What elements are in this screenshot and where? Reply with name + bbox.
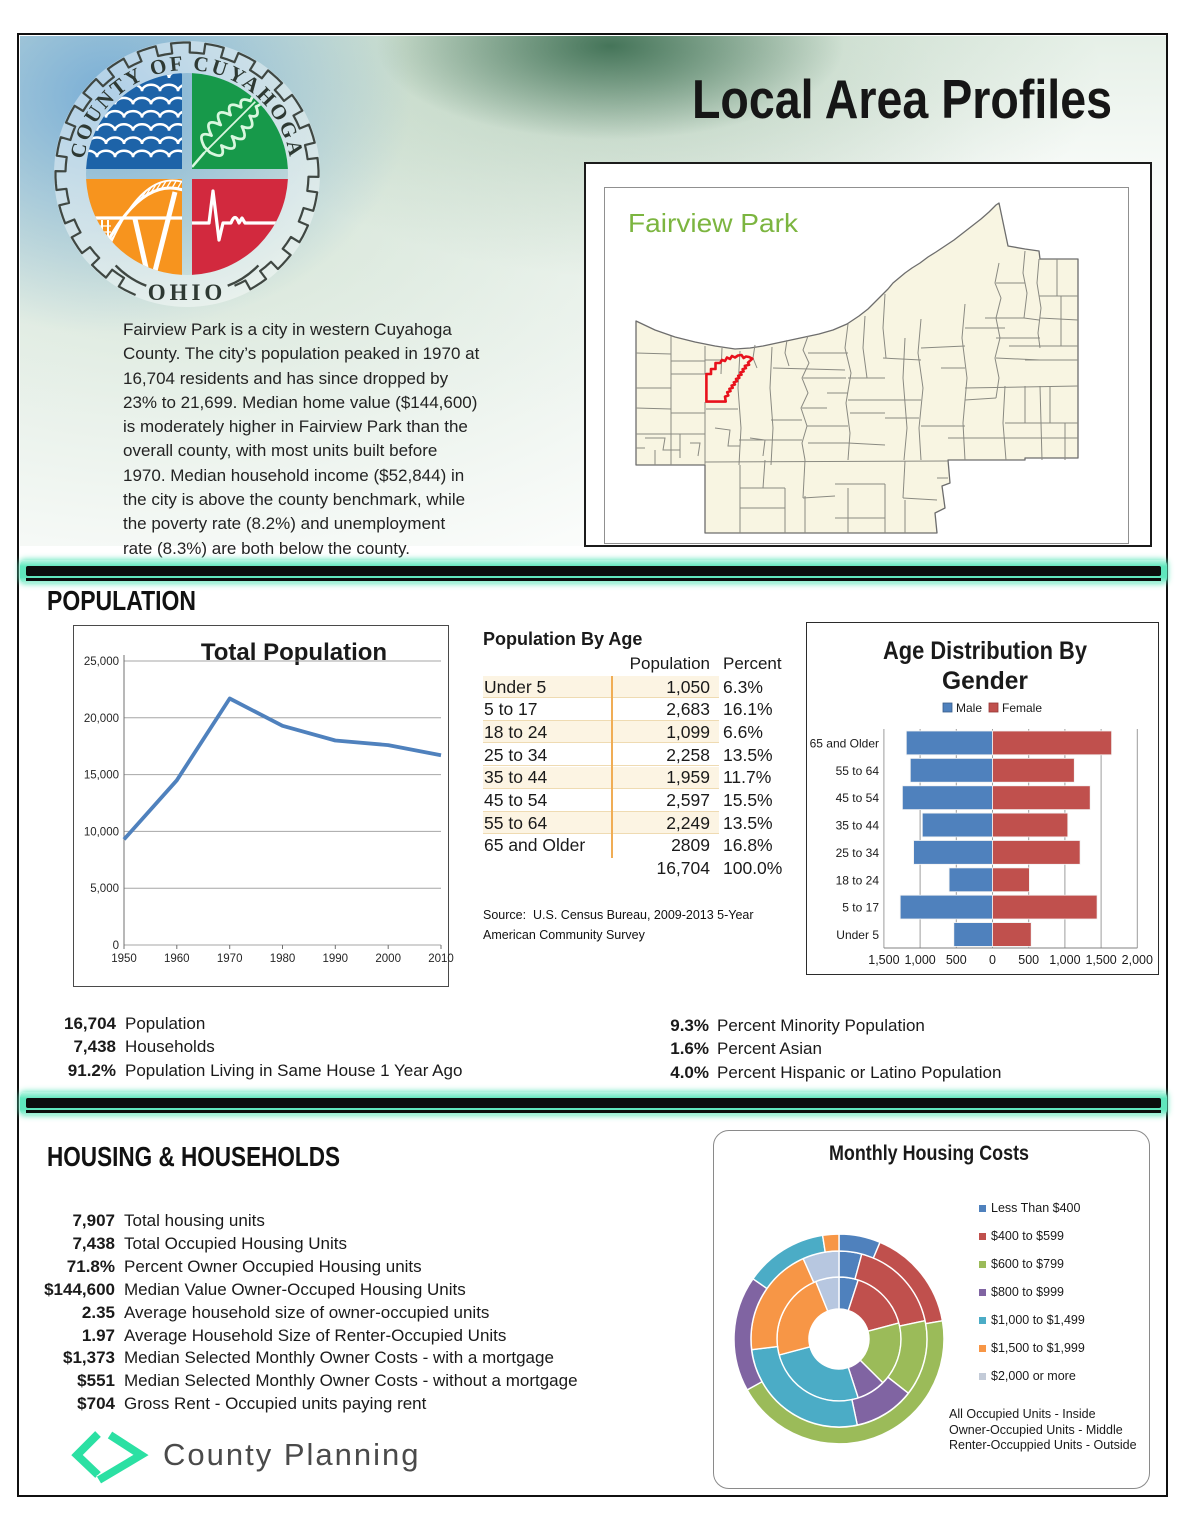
svg-text:5 to 17: 5 to 17 [842, 901, 879, 915]
svg-text:1,000: 1,000 [904, 953, 935, 967]
svg-text:500: 500 [1018, 953, 1039, 967]
svg-text:Fairview Park: Fairview Park [628, 208, 799, 238]
svg-text:Male: Male [956, 701, 982, 715]
svg-text:65 and Older: 65 and Older [810, 736, 879, 750]
svg-text:45 to 54: 45 to 54 [836, 791, 880, 805]
svg-text:25 to 34: 25 to 34 [836, 846, 880, 860]
svg-text:500: 500 [946, 953, 967, 967]
svg-text:Under 5: Under 5 [836, 928, 879, 942]
svg-text:Female: Female [1002, 701, 1042, 715]
svg-text:35 to 44: 35 to 44 [836, 819, 880, 833]
svg-text:1990: 1990 [323, 953, 349, 965]
svg-text:Total Population: Total Population [201, 639, 387, 666]
svg-text:1,500: 1,500 [868, 953, 899, 967]
svg-text:20,000: 20,000 [84, 713, 119, 725]
svg-text:1,500: 1,500 [1085, 953, 1116, 967]
svg-text:0: 0 [989, 953, 996, 967]
svg-text:1970: 1970 [217, 953, 243, 965]
svg-text:1,000: 1,000 [1049, 953, 1080, 967]
svg-text:HOUSING & HOUSEHOLDS: HOUSING & HOUSEHOLDS [47, 1141, 340, 1172]
svg-text:2000: 2000 [375, 953, 401, 965]
svg-text:18 to 24: 18 to 24 [836, 873, 880, 887]
svg-text:2,000: 2,000 [1122, 953, 1153, 967]
svg-text:1960: 1960 [164, 953, 190, 965]
svg-text:15,000: 15,000 [84, 770, 119, 782]
svg-text:POPULATION: POPULATION [47, 585, 196, 616]
svg-text:1950: 1950 [111, 953, 137, 965]
svg-text:Local Area Profiles: Local Area Profiles [692, 68, 1112, 130]
svg-text:2010: 2010 [428, 953, 454, 965]
svg-text:Age Distribution By: Age Distribution By [883, 637, 1087, 665]
svg-text:OHIO: OHIO [148, 280, 227, 305]
svg-text:Gender: Gender [942, 667, 1028, 695]
svg-text:Monthly Housing Costs: Monthly Housing Costs [829, 1142, 1029, 1165]
svg-text:0: 0 [113, 940, 119, 952]
svg-text:55 to 64: 55 to 64 [836, 764, 880, 778]
svg-text:1980: 1980 [270, 953, 296, 965]
svg-text:25,000: 25,000 [84, 656, 119, 668]
svg-text:10,000: 10,000 [84, 826, 119, 838]
svg-text:5,000: 5,000 [90, 883, 119, 895]
